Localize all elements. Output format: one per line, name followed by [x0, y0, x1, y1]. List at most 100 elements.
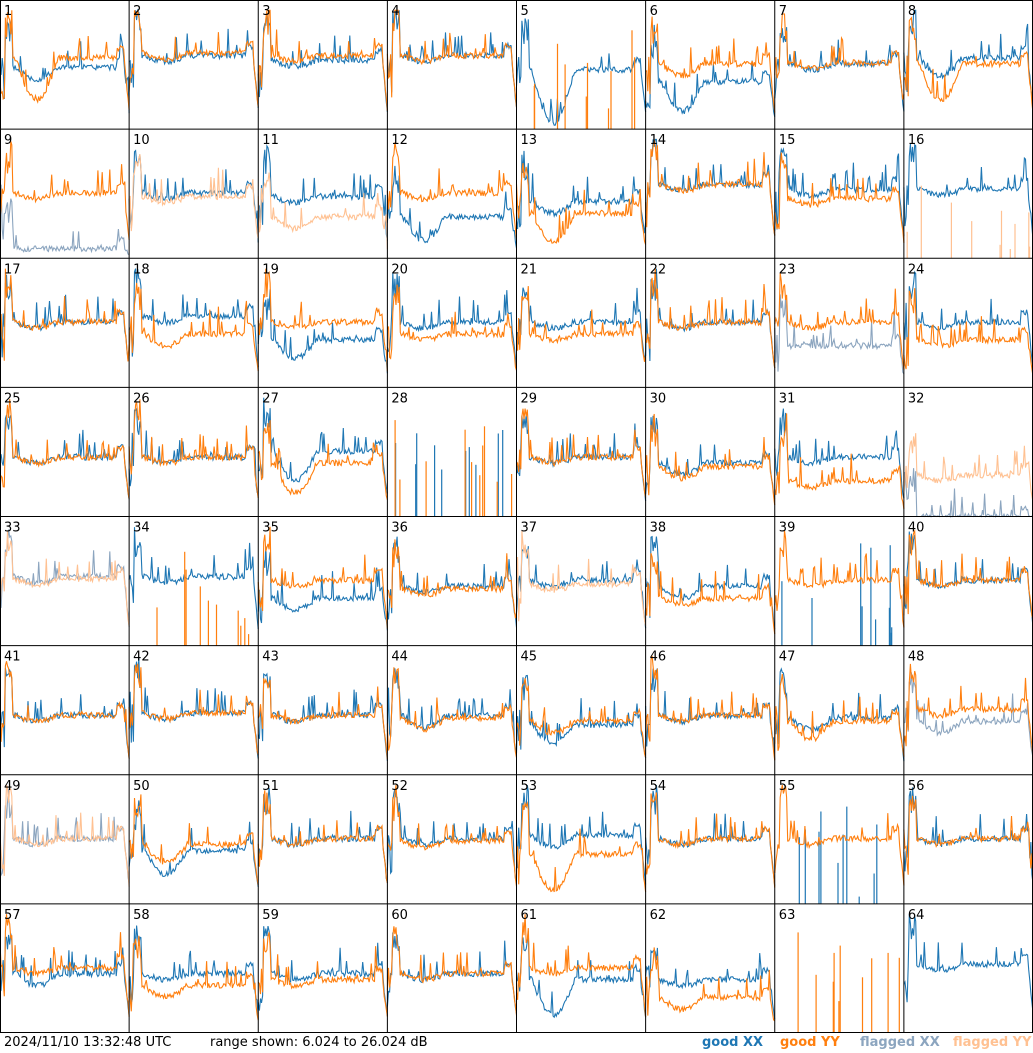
series-yy-60 — [386, 926, 518, 1016]
panel-14: 14 — [645, 133, 776, 236]
series-xx-21 — [515, 287, 647, 360]
series-yy-58 — [128, 935, 259, 1021]
panel-64: 64 — [903, 908, 1033, 1013]
panel-31: 31 — [774, 391, 905, 510]
series-xx-25 — [0, 414, 130, 500]
panel-number: 37 — [521, 521, 538, 536]
panel-number: 25 — [4, 391, 21, 406]
series-yy-35 — [257, 526, 388, 629]
footer-bar: 2024/11/10 13:32:48 UTC range shown: 6.0… — [0, 1033, 1033, 1053]
panel-number: 35 — [262, 521, 279, 536]
panel-number: 52 — [391, 779, 408, 794]
series-yy-34 — [156, 551, 250, 646]
panel-number: 38 — [650, 521, 667, 536]
panel-48: 48 — [903, 650, 1033, 759]
panel-30: 30 — [645, 391, 776, 506]
panel-number: 5 — [521, 4, 529, 19]
series-xx-59 — [257, 925, 388, 1016]
series-xx-23 — [774, 294, 905, 375]
panel-12: 12 — [386, 133, 518, 249]
series-xx-28 — [394, 429, 504, 517]
panel-number: 61 — [521, 908, 538, 923]
series-xx-18 — [128, 268, 259, 368]
panel-number: 42 — [133, 650, 150, 665]
series-yy-13 — [515, 163, 647, 245]
panel-38: 38 — [645, 521, 776, 635]
panel-number: 21 — [521, 262, 538, 277]
series-yy-59 — [257, 932, 388, 1017]
series-yy-39 — [774, 530, 905, 628]
series-xx-57 — [0, 933, 130, 1016]
panel-number: 57 — [4, 908, 21, 923]
series-xx-43 — [257, 672, 388, 761]
series-yy-63 — [797, 932, 900, 1033]
panel-19: 19 — [257, 262, 388, 374]
series-xx-13 — [515, 150, 647, 234]
legend-flagged-yy: flagged YY — [953, 1035, 1032, 1050]
series-xx-47 — [774, 667, 905, 762]
panel-number: 19 — [262, 262, 279, 277]
series-yy-7 — [774, 13, 905, 100]
panel-number: 30 — [650, 391, 667, 406]
panel-29: 29 — [515, 391, 647, 502]
panel-20: 20 — [386, 262, 518, 371]
panel-45: 45 — [515, 650, 647, 759]
series-yy-11 — [257, 172, 388, 250]
series-yy-32 — [903, 433, 1033, 503]
panel-27: 27 — [257, 391, 388, 500]
series-yy-23 — [774, 273, 905, 370]
panel-58: 58 — [128, 908, 259, 1021]
series-yy-50 — [128, 794, 259, 886]
timestamp: 2024/11/10 13:32:48 UTC — [4, 1035, 172, 1050]
series-yy-24 — [903, 288, 1033, 377]
series-xx-1 — [0, 19, 130, 114]
series-xx-53 — [515, 785, 647, 885]
series-xx-26 — [128, 406, 259, 493]
series-xx-62 — [645, 947, 776, 1020]
panel-number: 2 — [133, 4, 141, 19]
series-yy-47 — [774, 673, 905, 757]
series-yy-15 — [774, 152, 905, 244]
panel-number: 39 — [779, 521, 796, 536]
series-xx-46 — [645, 668, 776, 760]
panel-62: 62 — [645, 908, 776, 1022]
series-yy-43 — [257, 678, 388, 760]
panel-28: 28 — [391, 391, 513, 517]
panel-42: 42 — [128, 650, 259, 759]
series-yy-22 — [645, 268, 776, 369]
series-xx-42 — [128, 657, 259, 759]
series-xx-16 — [903, 143, 1033, 240]
series-xx-14 — [645, 138, 776, 236]
panel-number: 9 — [4, 133, 12, 148]
panel-5: 5 — [515, 4, 647, 130]
panel-24: 24 — [903, 262, 1033, 377]
series-xx-34 — [128, 527, 259, 629]
series-xx-58 — [128, 925, 259, 1020]
series-yy-19 — [257, 268, 388, 372]
panel-number: 36 — [391, 521, 408, 536]
panel-22: 22 — [645, 262, 776, 369]
panel-57: 57 — [0, 908, 130, 1017]
panel-7: 7 — [774, 4, 905, 112]
series-xx-31 — [774, 408, 905, 499]
series-xx-11 — [257, 143, 388, 241]
series-yy-3 — [257, 9, 388, 112]
panel-number: 59 — [262, 908, 279, 923]
panel-40: 40 — [903, 521, 1033, 628]
panel-36: 36 — [386, 521, 518, 628]
panel-number: 40 — [908, 521, 925, 536]
panel-number: 16 — [908, 133, 925, 148]
series-xx-2 — [128, 8, 259, 108]
panel-number: 45 — [521, 650, 538, 665]
series-xx-5 — [515, 18, 647, 126]
panel-number: 49 — [4, 779, 21, 794]
panel-55: 55 — [774, 779, 905, 904]
panel-63: 63 — [779, 908, 900, 1033]
series-yy-4 — [386, 9, 518, 108]
panel-number: 13 — [521, 133, 538, 148]
series-xx-4 — [387, 10, 518, 108]
range-text: range shown: 6.024 to 26.024 dB — [210, 1035, 428, 1050]
panel-number: 62 — [650, 908, 667, 923]
panel-41: 41 — [0, 650, 130, 759]
